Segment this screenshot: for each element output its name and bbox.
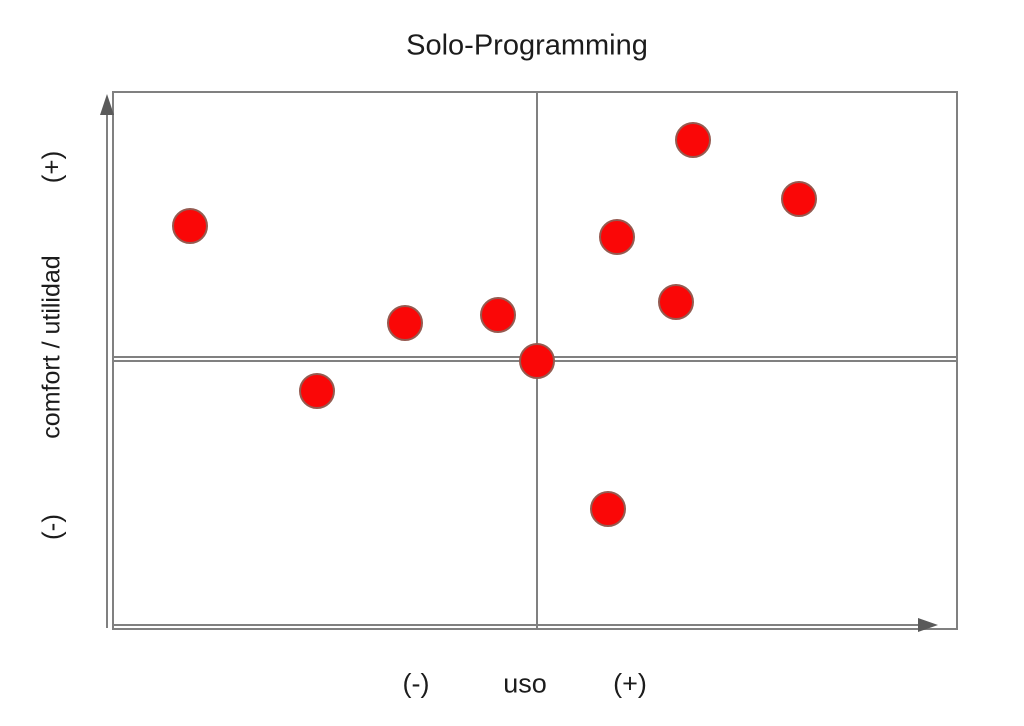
y-axis-minus-label: (-) [36, 514, 67, 540]
x-axis-plus-label: (+) [613, 668, 647, 699]
y-axis-arrow-up-icon [100, 94, 114, 115]
x-axis-line [114, 624, 918, 626]
plot-area-border [112, 91, 958, 630]
chart-title: Solo-Programming [406, 29, 648, 62]
data-point [298, 372, 335, 409]
data-point [658, 283, 695, 320]
data-point [675, 122, 711, 159]
data-point [780, 181, 817, 218]
data-point [387, 305, 424, 342]
x-axis-title: uso [503, 668, 547, 699]
data-point [590, 491, 627, 528]
y-axis-plus-label: (+) [36, 150, 67, 184]
data-point [480, 297, 517, 334]
y-axis-title: comfort / utilidad [37, 255, 66, 439]
data-point [171, 208, 208, 245]
x-axis-minus-label: (-) [402, 668, 430, 699]
data-point [518, 343, 555, 380]
x-axis-arrow-right-icon [918, 618, 938, 632]
y-axis-line [106, 112, 108, 628]
data-point [598, 219, 635, 256]
